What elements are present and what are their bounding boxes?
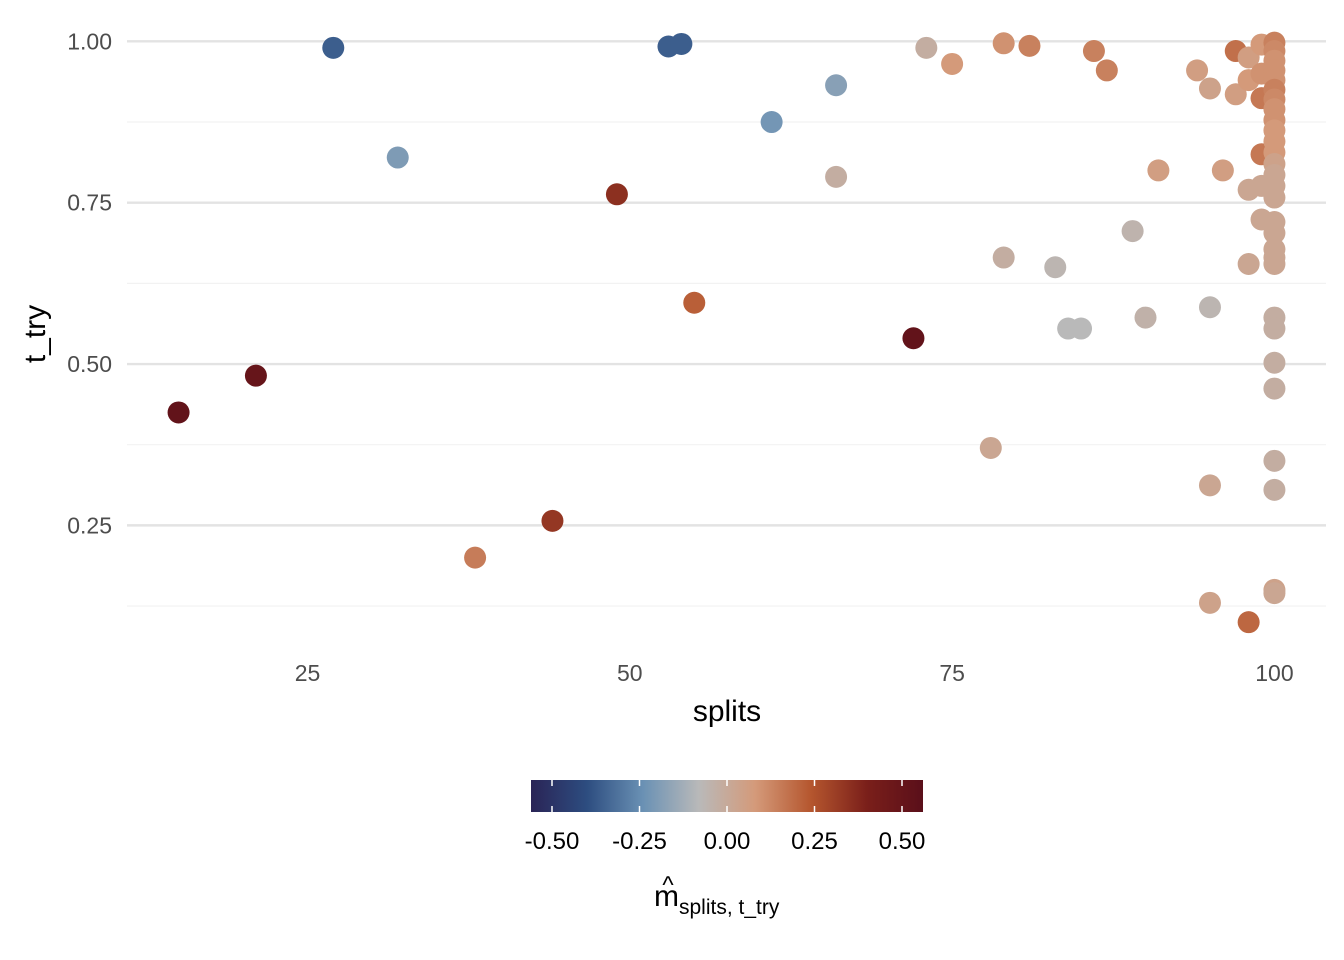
colorbar-tick-label: -0.50 — [525, 828, 580, 855]
data-point — [941, 52, 964, 75]
x-tick-label: 75 — [939, 660, 965, 686]
data-point — [683, 291, 706, 314]
data-point — [670, 32, 693, 55]
minor-gridlines — [127, 121, 1326, 607]
data-point — [1198, 77, 1221, 100]
data-point — [1044, 256, 1067, 279]
colorbar-legend: -0.50 -0.25 0.00 0.25 0.50 msplits, t_try ^ — [525, 780, 926, 919]
data-point — [1070, 317, 1093, 340]
data-point — [541, 509, 564, 532]
data-point — [1082, 40, 1105, 63]
colorbar-tick-label: 0.50 — [879, 828, 926, 855]
data-point — [1263, 377, 1286, 400]
data-point — [1237, 611, 1260, 634]
y-tick-label: 0.25 — [67, 512, 112, 538]
legend-title: msplits, t_try — [654, 880, 780, 919]
data-point — [386, 146, 409, 169]
data-point — [1263, 186, 1286, 209]
x-tick-label: 100 — [1255, 660, 1293, 686]
colorbar-ticks: -0.50 -0.25 0.00 0.25 0.50 — [525, 780, 926, 855]
data-point — [1147, 159, 1170, 182]
data-point — [825, 165, 848, 188]
data-point — [1263, 582, 1286, 605]
colorbar-tick-label: -0.25 — [612, 828, 667, 855]
legend-title-main: m — [654, 880, 679, 913]
y-tick-label: 0.50 — [67, 351, 112, 377]
data-point — [1198, 474, 1221, 497]
data-point — [1198, 296, 1221, 319]
data-point — [915, 36, 938, 59]
data-point — [1263, 449, 1286, 472]
data-point — [464, 546, 487, 569]
data-point — [992, 246, 1015, 269]
data-point — [1095, 59, 1118, 82]
data-point — [1121, 220, 1144, 243]
x-axis-ticks: 25 50 75 100 — [295, 660, 1294, 686]
data-point — [1263, 351, 1286, 374]
data-point — [1198, 591, 1221, 614]
data-point — [322, 36, 345, 59]
data-point — [1018, 34, 1041, 57]
legend-title-sub: splits, t_try — [679, 896, 780, 919]
data-point — [1263, 478, 1286, 501]
y-tick-label: 1.00 — [67, 28, 112, 54]
legend-title-hat: ^ — [662, 872, 674, 899]
data-point — [1237, 253, 1260, 276]
major-gridlines — [127, 40, 1326, 527]
data-point — [1263, 253, 1286, 276]
data-point — [1263, 222, 1286, 245]
data-point — [244, 364, 267, 387]
y-axis-ticks: 0.25 0.50 0.75 1.00 — [67, 28, 112, 538]
data-point — [1134, 306, 1157, 329]
colorbar-tick-label: 0.25 — [791, 828, 838, 855]
data-point — [1211, 159, 1234, 182]
data-point — [825, 74, 848, 97]
data-point — [167, 401, 190, 424]
y-axis-title: t_try — [19, 305, 52, 363]
data-point — [1186, 59, 1209, 82]
data-point — [760, 111, 783, 134]
data-point — [605, 183, 628, 206]
colorbar-tick-label: 0.00 — [704, 828, 751, 855]
x-tick-label: 25 — [295, 660, 321, 686]
data-point — [979, 436, 1002, 459]
x-tick-label: 50 — [617, 660, 643, 686]
x-axis-title: splits — [693, 695, 761, 728]
data-point — [902, 327, 925, 350]
data-point — [1263, 317, 1286, 340]
data-point — [1224, 83, 1247, 106]
data-point — [992, 32, 1015, 55]
data-points — [167, 31, 1286, 634]
y-tick-label: 0.75 — [67, 190, 112, 216]
